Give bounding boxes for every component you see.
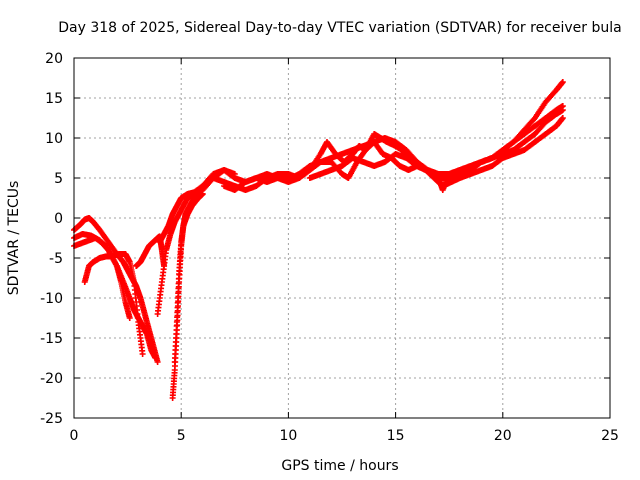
x-tick-label: 15 (387, 428, 405, 444)
y-tick-label: -25 (40, 411, 63, 427)
plot-frame (73, 57, 611, 419)
data-point (139, 351, 146, 357)
data-point (559, 107, 566, 113)
data-point (559, 79, 566, 85)
x-axis-label: GPS time / hours (281, 458, 398, 474)
y-axis-label: SDTVAR / TECUs (6, 181, 22, 296)
data-point (152, 355, 159, 361)
x-tick-label: 5 (177, 428, 186, 444)
y-tick-label: -5 (49, 251, 63, 267)
x-tick-label: 25 (601, 428, 619, 444)
x-tick-label: 0 (70, 428, 79, 444)
y-tick-label: -10 (40, 291, 63, 307)
data-point (559, 115, 566, 121)
y-tick-label: 10 (45, 131, 63, 147)
y-tick-label: 0 (54, 211, 63, 227)
y-tick-label: -15 (40, 331, 63, 347)
x-tick-label: 10 (279, 428, 297, 444)
series-trace-13 (306, 107, 566, 193)
chart-title: Day 318 of 2025, Sidereal Day-to-day VTE… (58, 20, 621, 36)
series-trace-3 (71, 235, 133, 321)
x-tick-label: 20 (494, 428, 512, 444)
tick-labels: 0 5 10 15 20 25 20 15 10 5 0 -5 -10 -15 -20 -25 (40, 51, 619, 444)
data-point (154, 359, 161, 365)
series-trace-9 (171, 191, 204, 365)
series-trace-4 (81, 251, 146, 357)
y-tick-label: 20 (45, 51, 63, 67)
data-point (197, 191, 204, 197)
y-tick-label: -20 (40, 371, 63, 387)
data-point (126, 315, 133, 321)
y-tick-label: 5 (54, 171, 63, 187)
data-points (71, 79, 566, 401)
y-tick-label: 15 (45, 91, 63, 107)
